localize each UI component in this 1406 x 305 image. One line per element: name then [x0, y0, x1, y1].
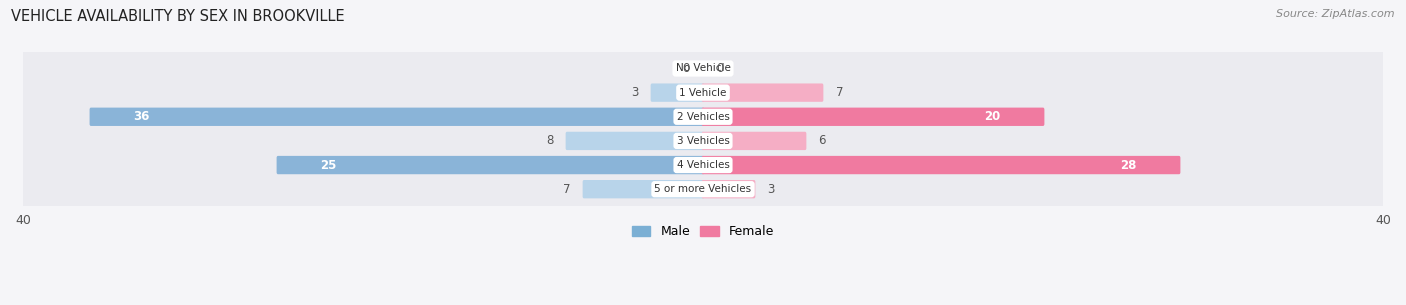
FancyBboxPatch shape — [18, 98, 1388, 136]
Text: No Vehicle: No Vehicle — [675, 63, 731, 74]
Text: 4 Vehicles: 4 Vehicles — [676, 160, 730, 170]
Text: 0: 0 — [717, 62, 724, 75]
FancyBboxPatch shape — [582, 180, 704, 198]
FancyBboxPatch shape — [702, 132, 807, 150]
Text: Source: ZipAtlas.com: Source: ZipAtlas.com — [1277, 9, 1395, 19]
Text: 5 or more Vehicles: 5 or more Vehicles — [654, 184, 752, 194]
Text: 36: 36 — [134, 110, 150, 123]
Text: 3: 3 — [768, 183, 775, 196]
FancyBboxPatch shape — [702, 108, 1045, 126]
FancyBboxPatch shape — [18, 49, 1388, 88]
Text: 28: 28 — [1121, 159, 1136, 171]
Text: 2 Vehicles: 2 Vehicles — [676, 112, 730, 122]
Text: 3 Vehicles: 3 Vehicles — [676, 136, 730, 146]
Text: 3: 3 — [631, 86, 638, 99]
FancyBboxPatch shape — [651, 84, 704, 102]
Text: 1 Vehicle: 1 Vehicle — [679, 88, 727, 98]
Text: 0: 0 — [682, 62, 689, 75]
Text: 6: 6 — [818, 135, 827, 147]
FancyBboxPatch shape — [90, 108, 704, 126]
FancyBboxPatch shape — [702, 84, 824, 102]
FancyBboxPatch shape — [18, 73, 1388, 112]
FancyBboxPatch shape — [18, 170, 1388, 209]
Text: VEHICLE AVAILABILITY BY SEX IN BROOKVILLE: VEHICLE AVAILABILITY BY SEX IN BROOKVILL… — [11, 9, 344, 24]
FancyBboxPatch shape — [18, 146, 1388, 184]
FancyBboxPatch shape — [18, 122, 1388, 160]
Text: 20: 20 — [984, 110, 1001, 123]
Text: 8: 8 — [546, 135, 554, 147]
Text: 7: 7 — [562, 183, 571, 196]
Text: 25: 25 — [321, 159, 337, 171]
FancyBboxPatch shape — [565, 132, 704, 150]
FancyBboxPatch shape — [702, 156, 1181, 174]
Legend: Male, Female: Male, Female — [627, 220, 779, 243]
Text: 7: 7 — [835, 86, 844, 99]
FancyBboxPatch shape — [277, 156, 704, 174]
FancyBboxPatch shape — [702, 180, 755, 198]
